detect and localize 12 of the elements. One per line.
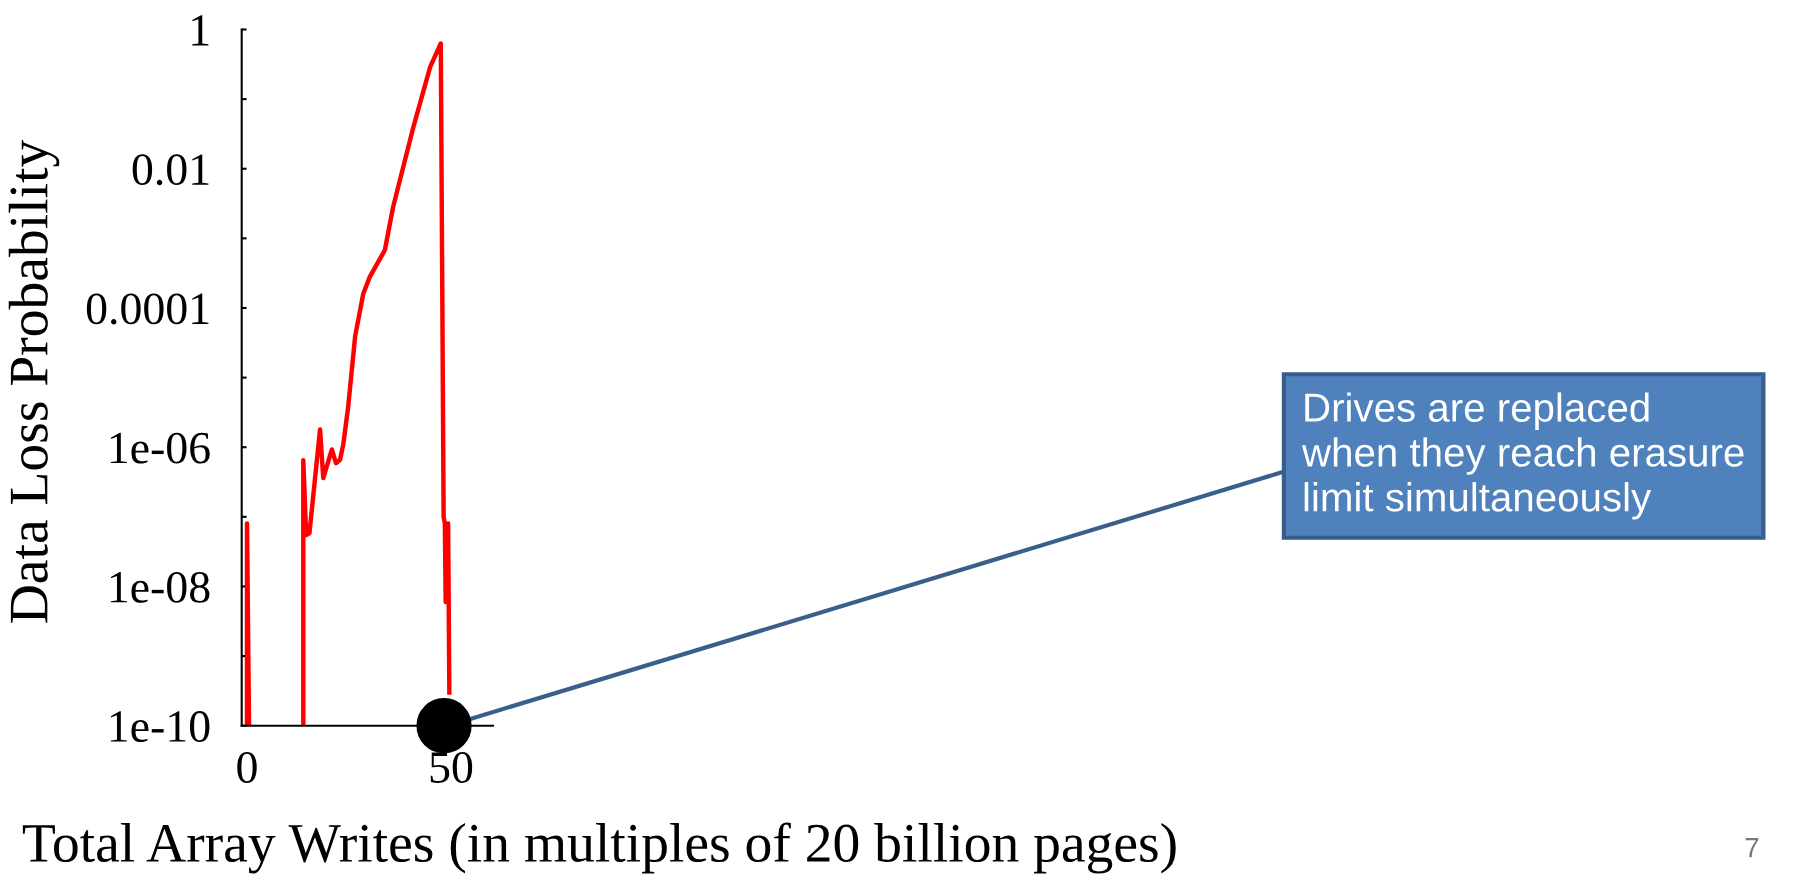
x-tick-label: 50 — [430, 752, 473, 783]
y-axis-title: Data Loss Probability — [8, 139, 60, 623]
text: 7 — [1745, 838, 1759, 858]
y-tick-label: 0.01 — [132, 154, 209, 186]
y-tick-label: 1e-06 — [110, 432, 210, 464]
x-tick-label: 0 — [237, 752, 257, 783]
x-axis-title: Total Array Writes (in multiples of 20 billion pages) — [22, 822, 1176, 874]
y-tick-label: 1 — [192, 15, 209, 46]
y-tick-label: 1e-08 — [110, 571, 210, 603]
y-tick-label: 1e-10 — [110, 711, 210, 743]
y-tick-label: 0.0001 — [86, 293, 209, 325]
text: Drives are replaced when they reach erasure limit simultaneously — [1301, 392, 1744, 520]
